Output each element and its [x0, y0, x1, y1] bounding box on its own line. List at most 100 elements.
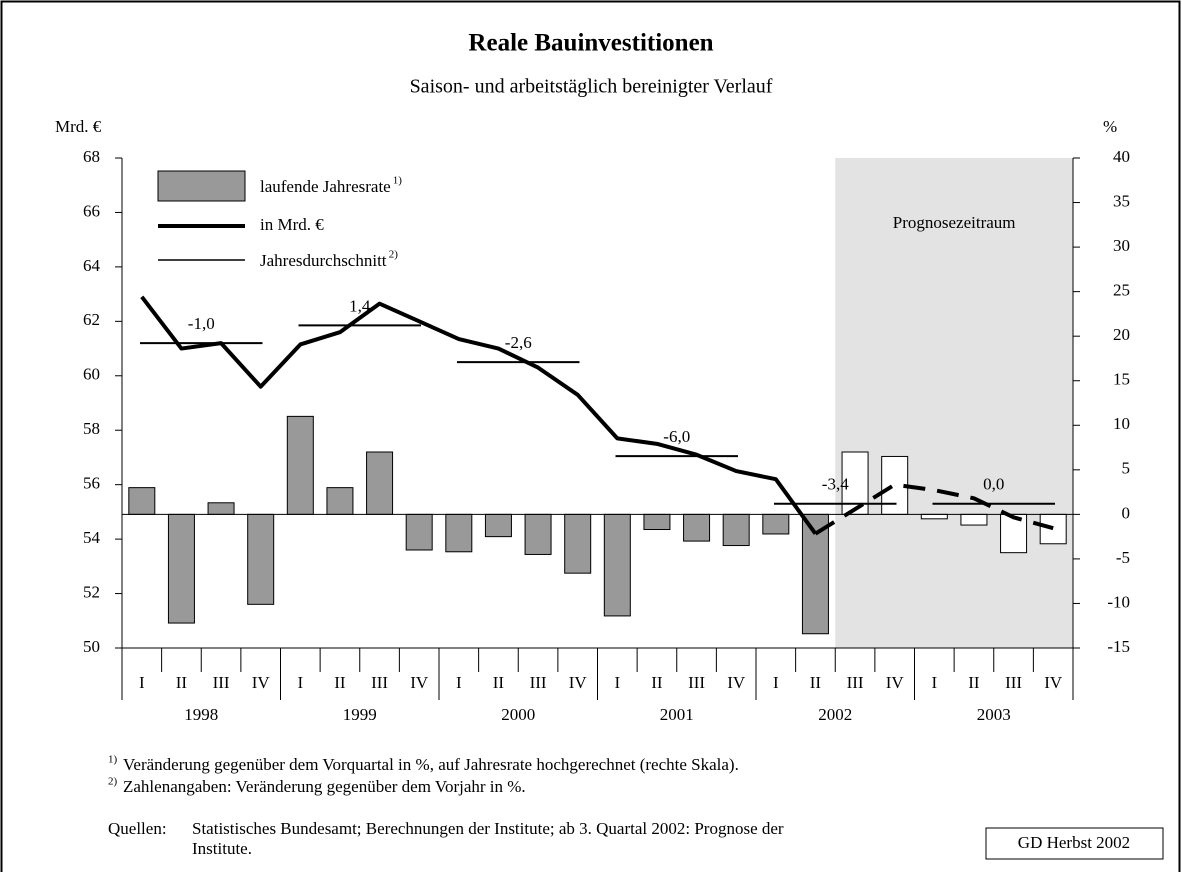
x-tick-label: I: [297, 673, 303, 692]
year-label: 2001: [660, 705, 694, 724]
x-tick-label: II: [651, 673, 663, 692]
bar: [603, 513, 631, 617]
annual-label: -1,0: [188, 314, 215, 333]
x-tick-label: I: [614, 673, 620, 692]
x-tick-label: II: [968, 673, 980, 692]
x-tick-label: IV: [410, 673, 429, 692]
y2-axis-label: %: [1103, 117, 1117, 136]
y2-tick-label: 10: [1113, 414, 1130, 433]
x-tick-label: I: [139, 673, 145, 692]
year-label: 2003: [977, 705, 1011, 724]
y2-tick-label: 25: [1113, 281, 1130, 300]
footnote: Zahlenangaben: Veränderung gegenüber dem…: [123, 777, 526, 796]
credit-box: [985, 827, 1164, 860]
x-tick-label: III: [371, 673, 388, 692]
bar: [128, 487, 156, 515]
bar: [405, 513, 433, 551]
bar: [762, 513, 790, 535]
credit: GD Herbst 2002: [1018, 833, 1130, 852]
bar: [167, 513, 195, 624]
x-tick-label: IV: [569, 673, 588, 692]
y2-tick-label: -5: [1116, 548, 1130, 567]
source: Institute.: [192, 839, 252, 858]
y2-tick-label: 30: [1113, 236, 1130, 255]
y2-tick-label: 0: [1122, 503, 1131, 522]
x-tick-label: I: [931, 673, 937, 692]
chart-subtitle: Saison- und arbeitstäglich bereinigter V…: [410, 76, 773, 98]
y-tick-label: 66: [83, 201, 100, 220]
bar: [1039, 513, 1067, 545]
chart-title: Reale Bauinvestitionen: [468, 30, 713, 57]
annual-label: -3,4: [822, 475, 849, 494]
x-tick-label: II: [493, 673, 505, 692]
bar: [286, 415, 314, 515]
y2-tick-label: 20: [1113, 325, 1130, 344]
annual-label: -6,0: [663, 427, 690, 446]
x-tick-label: III: [847, 673, 864, 692]
forecast-region: [835, 158, 1073, 648]
bar: [326, 487, 354, 515]
source-label: Quellen:: [108, 819, 167, 838]
bar: [207, 502, 235, 515]
y-tick-label: 62: [83, 310, 100, 329]
source: Statistisches Bundesamt; Berechnungen de…: [192, 819, 784, 838]
x-tick-label: IV: [1044, 673, 1063, 692]
x-tick-label: IV: [886, 673, 905, 692]
y2-tick-label: 15: [1113, 370, 1130, 389]
y-tick-label: 56: [83, 474, 100, 493]
bar: [484, 513, 512, 538]
year-label: 1999: [343, 705, 377, 724]
bar: [524, 513, 552, 555]
legend-label: in Mrd. €: [260, 215, 324, 234]
bar: [960, 513, 988, 526]
x-tick-label: II: [176, 673, 188, 692]
bar: [1000, 513, 1028, 554]
x-tick-label: III: [213, 673, 230, 692]
x-tick-label: III: [530, 673, 547, 692]
y-tick-label: 54: [83, 528, 101, 547]
forecast-label: Prognosezeitraum: [893, 213, 1016, 232]
x-tick-label: II: [810, 673, 822, 692]
x-tick-label: II: [334, 673, 346, 692]
footnote: Veränderung gegenüber dem Vorquartal in …: [123, 755, 739, 774]
y-tick-label: 52: [83, 582, 100, 601]
y-tick-label: 68: [83, 147, 100, 166]
annual-label: -2,6: [505, 333, 532, 352]
line-series: [140, 295, 818, 535]
y2-tick-label: 40: [1113, 147, 1130, 166]
bar: [683, 513, 711, 542]
x-tick-label: III: [1005, 673, 1022, 692]
legend-note: 2): [389, 249, 399, 261]
legend-note: 1): [393, 175, 403, 187]
x-tick-label: I: [456, 673, 462, 692]
bar: [722, 513, 750, 547]
y2-tick-label: 35: [1113, 191, 1130, 210]
year-label: 1998: [184, 705, 218, 724]
legend-label: Jahresdurchschnitt: [260, 251, 387, 270]
footnote-mark: 2): [108, 776, 118, 788]
bar: [564, 513, 592, 574]
bar: [247, 513, 275, 605]
y-tick-label: 50: [83, 637, 100, 656]
year-label: 2000: [501, 705, 535, 724]
bar: [801, 513, 829, 635]
y-axis-label: Mrd. €: [55, 117, 102, 136]
bar: [445, 513, 473, 553]
legend-label: laufende Jahresrate: [260, 177, 391, 196]
x-tick-label: III: [688, 673, 705, 692]
x-tick-label: I: [773, 673, 779, 692]
y2-tick-label: -15: [1107, 637, 1130, 656]
annual-label: 1,4: [349, 296, 371, 315]
y2-tick-label: 5: [1122, 459, 1131, 478]
x-tick-label: IV: [727, 673, 746, 692]
y-tick-label: 60: [83, 365, 100, 384]
bar: [920, 513, 948, 520]
bar: [643, 513, 671, 531]
annual-label: 0,0: [983, 475, 1004, 494]
footnote-mark: 1): [108, 754, 118, 766]
x-tick-label: IV: [252, 673, 271, 692]
year-label: 2002: [818, 705, 852, 724]
y2-tick-label: -10: [1107, 592, 1130, 611]
